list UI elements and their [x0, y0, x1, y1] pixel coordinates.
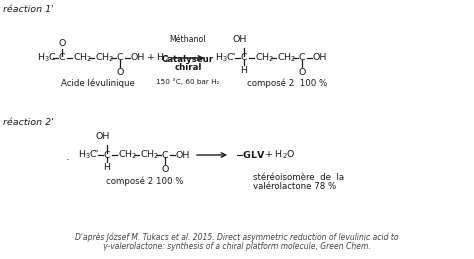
Text: O: O: [116, 68, 124, 77]
Text: O: O: [298, 68, 306, 77]
Text: CH$_2$: CH$_2$: [118, 149, 137, 161]
Text: réaction 2': réaction 2': [3, 118, 54, 127]
Text: valérolactone 78 %: valérolactone 78 %: [253, 182, 336, 191]
Text: 150 °C, 60 bar H₂: 150 °C, 60 bar H₂: [156, 78, 220, 85]
Text: CH$_2$: CH$_2$: [255, 52, 274, 64]
Text: CH$_2$: CH$_2$: [277, 52, 296, 64]
Text: OH: OH: [233, 35, 247, 44]
Text: réaction 1': réaction 1': [3, 5, 54, 14]
Text: Méthanol: Méthanol: [170, 35, 206, 44]
Text: composé 2  100 %: composé 2 100 %: [247, 79, 327, 89]
Text: C: C: [117, 54, 124, 62]
Text: + H$_2$O: + H$_2$O: [264, 149, 296, 161]
Text: CH$_2$: CH$_2$: [95, 52, 114, 64]
Text: H: H: [103, 163, 110, 172]
Text: C: C: [241, 54, 247, 62]
Text: '': '': [94, 149, 98, 159]
Text: Catalyseur: Catalyseur: [162, 54, 214, 63]
Text: '': '': [231, 53, 235, 61]
Text: OH: OH: [313, 54, 328, 62]
Text: chiral: chiral: [174, 63, 202, 73]
Text: H$_3$C: H$_3$C: [215, 52, 235, 64]
Text: O: O: [161, 165, 169, 174]
Text: Acide lévulinique: Acide lévulinique: [61, 79, 135, 89]
Text: .: .: [66, 152, 70, 162]
Text: H$_3$C: H$_3$C: [37, 52, 57, 64]
Text: OH: OH: [96, 132, 110, 141]
Text: + H$_2$: + H$_2$: [146, 52, 170, 64]
Text: stéréoisomère  de  la: stéréoisomère de la: [253, 173, 344, 182]
Text: O: O: [58, 39, 66, 48]
Text: H: H: [240, 66, 247, 75]
Text: composé 2 100 %: composé 2 100 %: [106, 176, 184, 185]
Text: $\mathbf{-GLV}$: $\mathbf{-GLV}$: [235, 149, 266, 161]
Text: CH$_2$: CH$_2$: [73, 52, 92, 64]
Text: D'après József M. Tukacs et al. 2015. Direct asymmetric reduction of levulinic a: D'après József M. Tukacs et al. 2015. Di…: [75, 232, 399, 241]
Text: OH: OH: [131, 54, 146, 62]
Text: C: C: [59, 54, 65, 62]
Text: C: C: [162, 150, 169, 160]
Text: OH: OH: [176, 150, 191, 160]
Text: γ-valerolactone: synthesis of a chiral platform molecule, Green Chem.: γ-valerolactone: synthesis of a chiral p…: [103, 242, 371, 251]
Text: C: C: [104, 150, 110, 160]
Text: CH$_2$: CH$_2$: [140, 149, 159, 161]
Text: H$_3$C: H$_3$C: [78, 149, 98, 161]
Text: C: C: [299, 54, 306, 62]
